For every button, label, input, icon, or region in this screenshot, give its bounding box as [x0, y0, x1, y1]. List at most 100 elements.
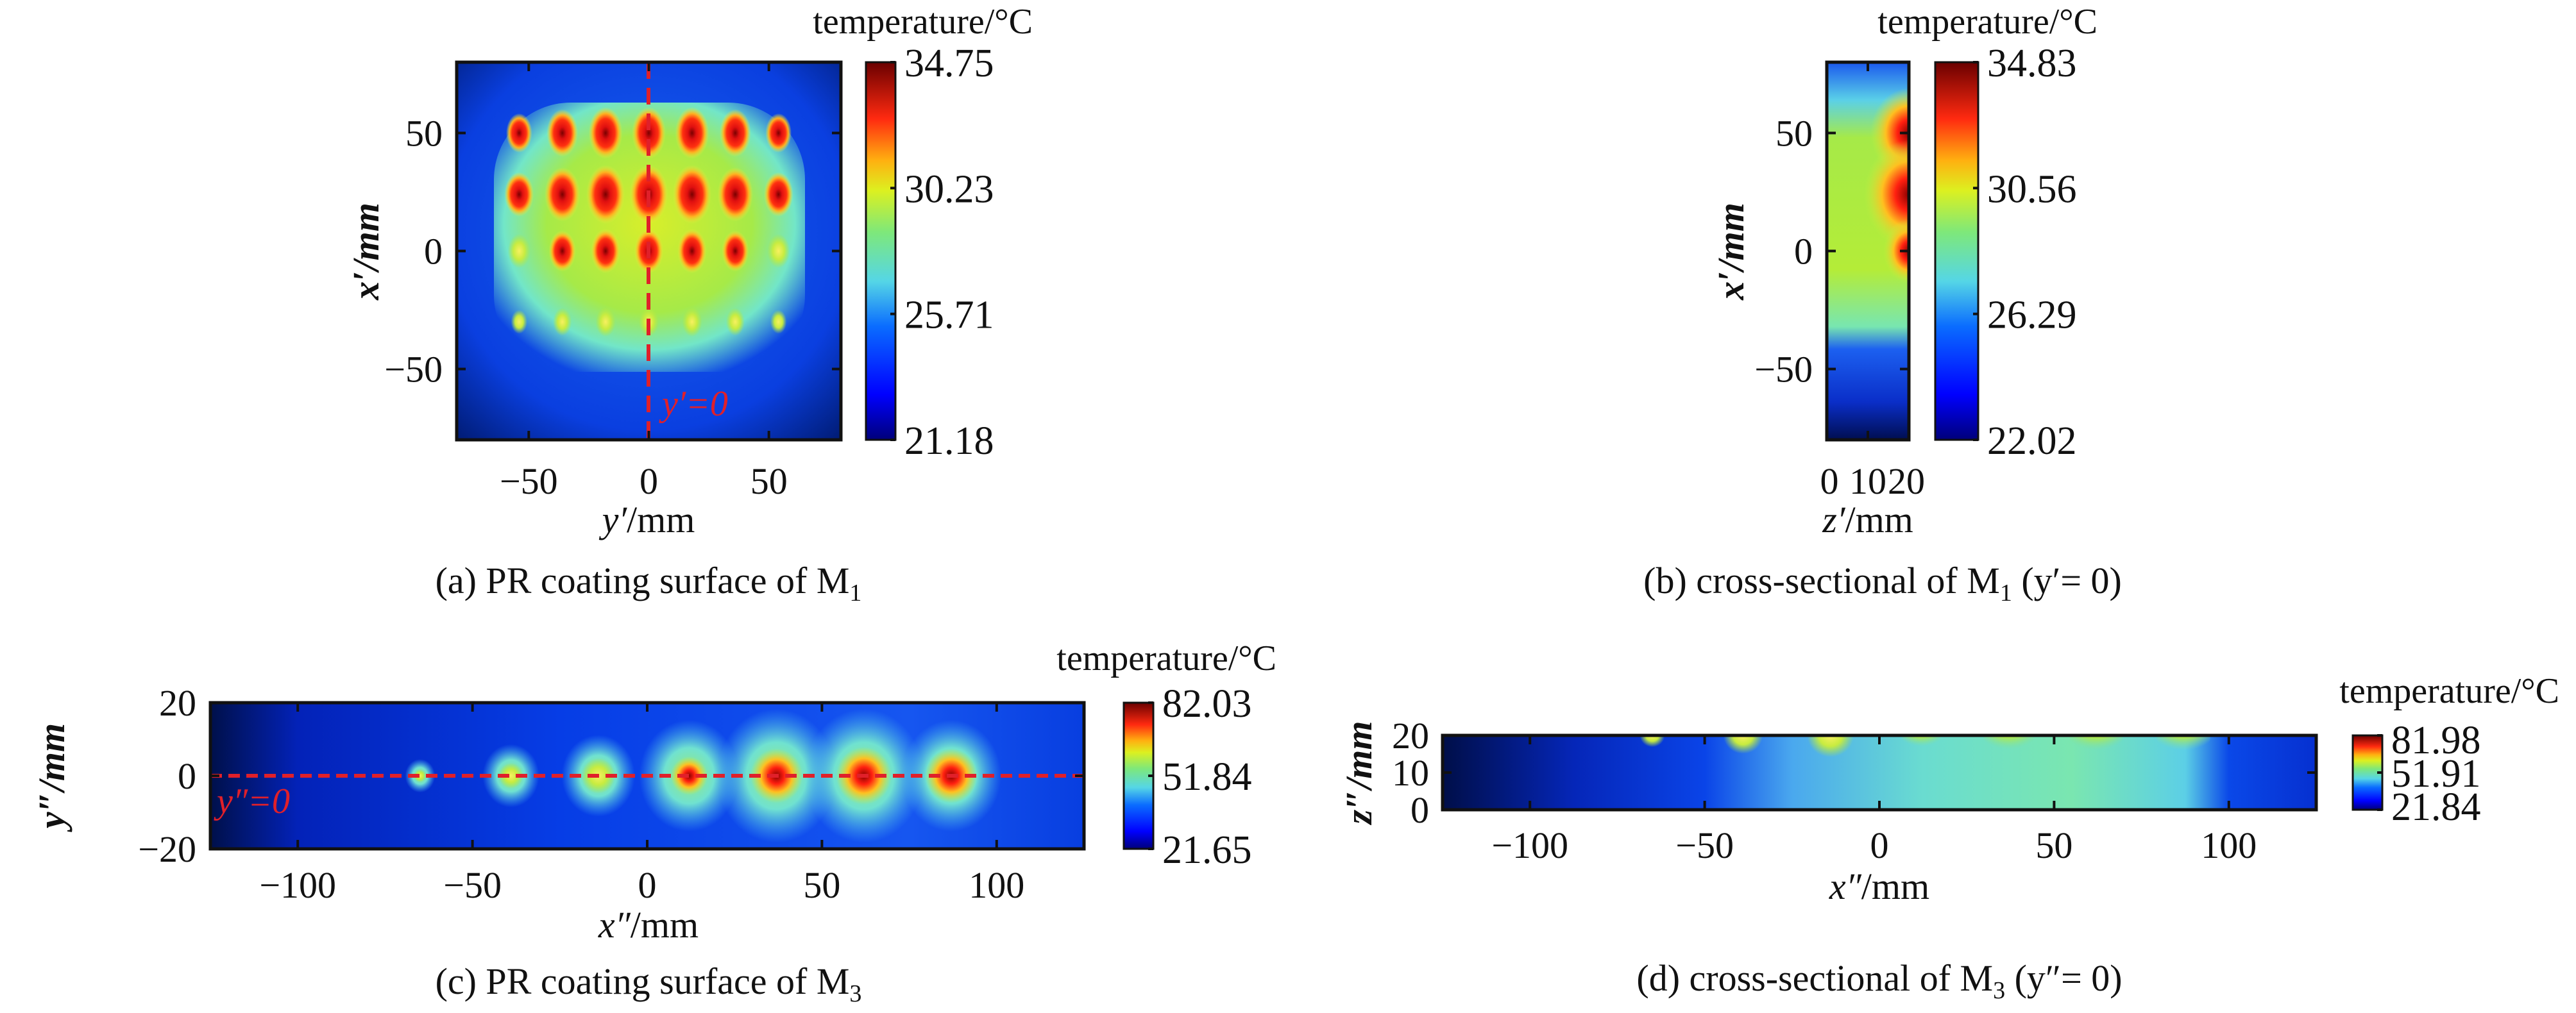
hot-spot: [675, 107, 709, 159]
hot-spot: [765, 113, 792, 153]
y-tick-label: 0: [178, 755, 196, 797]
y-tick-label: 50: [1775, 112, 1813, 154]
xlabel-c: x″/mm: [598, 904, 699, 946]
hot-spot: [719, 109, 751, 157]
x-tick-label: 10: [1849, 460, 1886, 502]
x-tick-label: 20: [1888, 460, 1925, 502]
colorbar-title-d: temperature/°C: [2339, 671, 2559, 711]
hot-spot: [498, 763, 523, 789]
hot-spot: [545, 167, 580, 222]
hot-spot: [717, 167, 753, 222]
x-tick-label: −50: [443, 864, 502, 906]
x-tick-label: 0: [640, 460, 658, 502]
colorbar-ticks-a: 34.75 30.23 25.71 21.18: [890, 42, 994, 463]
hot-spot: [507, 233, 531, 269]
hot-spot: [591, 228, 620, 274]
heatmap-d: [1443, 735, 2316, 810]
y-tick-label: −50: [384, 349, 443, 390]
hot-spot: [770, 310, 787, 334]
y-tick-label: 0: [424, 231, 443, 272]
x-tick-label: −100: [259, 864, 336, 906]
colorbar-tick-label: 21.84: [2391, 785, 2481, 829]
colorbar-title-c: temperature/°C: [1056, 639, 1276, 678]
hot-spot: [672, 165, 711, 224]
axes-c: −100 −50 0 50 100 20 0 −20: [138, 682, 1084, 906]
colorbar-tick-label: 30.23: [904, 167, 994, 211]
caption-d: (d) cross-sectional of M3 (y″= 0): [1636, 957, 2122, 1004]
hot-spot: [547, 109, 579, 157]
hot-spot: [670, 757, 708, 795]
colorbar-tick-label: 51.84: [1162, 755, 1252, 799]
y-tick-label: −50: [1754, 349, 1813, 390]
colorbar-tick-label: 25.71: [904, 294, 994, 337]
ylabel-b: x′/mm: [1710, 203, 1752, 301]
y-tick-label: 20: [159, 682, 196, 724]
colorbar-tick-label: 34.83: [1987, 42, 2077, 85]
colorbar-tick-label: 34.75: [904, 42, 994, 85]
hot-spot: [595, 306, 616, 337]
hot-spot: [677, 228, 707, 274]
hot-spot: [588, 107, 623, 159]
caption-a: (a) PR coating surface of M1: [436, 560, 862, 607]
caption-b: (b) cross-sectional of M1 (y′= 0): [1643, 560, 2122, 607]
colorbar-tick-label: 82.03: [1162, 682, 1252, 726]
hot-spot: [1883, 219, 1909, 283]
colorbar-tick-label: 22.02: [1987, 419, 2077, 463]
hot-spot: [1901, 735, 1942, 754]
hot-spot: [2069, 735, 2123, 760]
colorbar-ticks-b: 34.83 30.56 26.29 22.02: [1973, 42, 2077, 463]
x-tick-label: −100: [1491, 825, 1568, 866]
colorbar-b: [1934, 61, 1979, 441]
hot-spot: [1723, 735, 1763, 754]
colorbar-tick-label: 26.29: [1987, 294, 2077, 337]
hot-spot: [506, 113, 532, 153]
hot-spot: [2156, 735, 2210, 760]
hot-spot: [682, 306, 702, 337]
hot-spot: [763, 172, 793, 217]
y-tick-label: 10: [1392, 752, 1429, 794]
x-tick-label: 0: [1820, 460, 1839, 502]
hot-spot: [548, 230, 576, 272]
colorbar-tick-label: 30.56: [1987, 167, 2077, 211]
hot-spot: [1983, 735, 2034, 759]
hot-spot: [725, 308, 745, 336]
y-tick-label: 0: [1794, 231, 1813, 272]
annotation-c: y″=0: [214, 782, 290, 821]
x-tick-label: 50: [803, 864, 840, 906]
x-tick-label: 0: [638, 864, 657, 906]
x-tick-label: 0: [1870, 825, 1889, 866]
x-tick-label: 100: [969, 864, 1024, 906]
x-tick-label: 50: [2035, 825, 2072, 866]
ylabel-a: x′/mm: [345, 203, 387, 301]
hot-spots-b: [1864, 88, 1909, 283]
hot-spot: [553, 308, 572, 336]
y-tick-label: −20: [138, 828, 196, 870]
hot-spot: [722, 230, 749, 272]
axes-a: −50 0 50 50 0 −50: [384, 62, 841, 502]
panel-a: −50 0 50 50 0 −50 y′=0 temperature/°C 34.75 30…: [345, 2, 1033, 607]
hot-spot: [1807, 735, 1854, 757]
hot-spot: [767, 233, 790, 269]
ylabel-c: y″/mm: [31, 723, 72, 832]
hot-spot: [414, 769, 427, 782]
colorbar-title-a: temperature/°C: [813, 2, 1033, 42]
x-tick-label: −50: [500, 460, 558, 502]
xlabel-d: x″/mm: [1829, 866, 1929, 907]
hot-spot: [632, 107, 666, 159]
colorbar-tick-label: 21.18: [904, 419, 994, 463]
y-tick-label: 0: [1411, 789, 1429, 831]
colorbar-a: [865, 61, 897, 441]
hot-spot: [586, 165, 625, 224]
hot-spot: [504, 172, 534, 217]
colorbar-ticks-c: 82.03 51.84 21.65: [1148, 682, 1252, 872]
xlabel-b: z′/mm: [1822, 499, 1913, 540]
x-tick-label: −50: [1675, 825, 1734, 866]
colorbar-title-b: temperature/°C: [1877, 2, 2097, 42]
colorbar-tick-label: 51.91: [2391, 752, 2481, 796]
hot-spot: [1640, 735, 1665, 748]
